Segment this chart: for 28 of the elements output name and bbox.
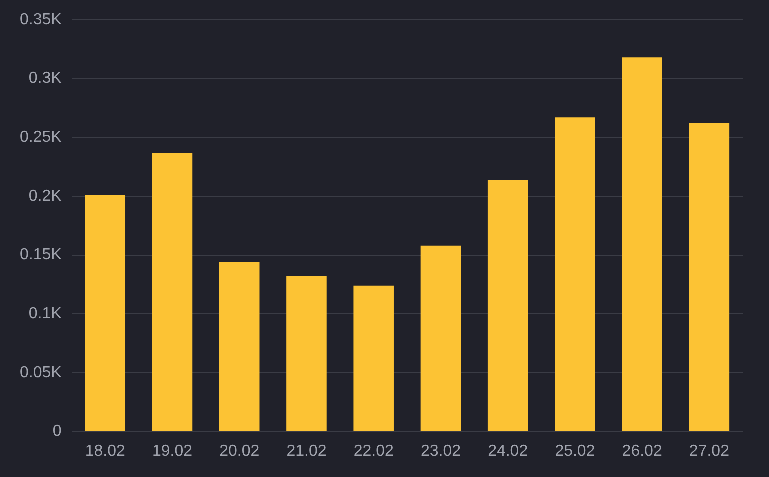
bar (555, 118, 596, 432)
bar (354, 286, 394, 432)
bar (85, 195, 126, 432)
bar (219, 262, 260, 432)
x-tick-label: 27.02 (689, 442, 730, 460)
bar (488, 180, 528, 432)
x-tick-label: 20.02 (220, 442, 260, 460)
x-tick-label: 23.02 (420, 442, 462, 460)
y-tick-label: 0.1K (28, 306, 62, 323)
x-tick-label: 21.02 (286, 442, 327, 460)
y-tick-label: 0.15K (20, 246, 62, 264)
x-tick-label: 24.02 (488, 442, 528, 460)
bar (689, 124, 730, 432)
y-tick-label: 0.25K (20, 129, 62, 146)
bar (286, 276, 327, 432)
y-tick-label: 0 (52, 423, 62, 440)
bar (622, 58, 662, 432)
y-tick-label: 0.05K (20, 364, 62, 382)
x-tick-label: 25.02 (555, 442, 596, 460)
x-tick-label: 22.02 (354, 442, 394, 460)
x-tick-label: 26.02 (622, 442, 662, 460)
x-tick-label: 19.02 (152, 442, 193, 460)
bar (420, 246, 462, 432)
bar (152, 152, 193, 432)
x-tick-label: 18.02 (85, 442, 126, 460)
y-tick-label: 0.2K (28, 188, 62, 205)
y-tick-label: 0.3K (28, 70, 62, 88)
y-tick-label: 0.35K (20, 11, 62, 28)
